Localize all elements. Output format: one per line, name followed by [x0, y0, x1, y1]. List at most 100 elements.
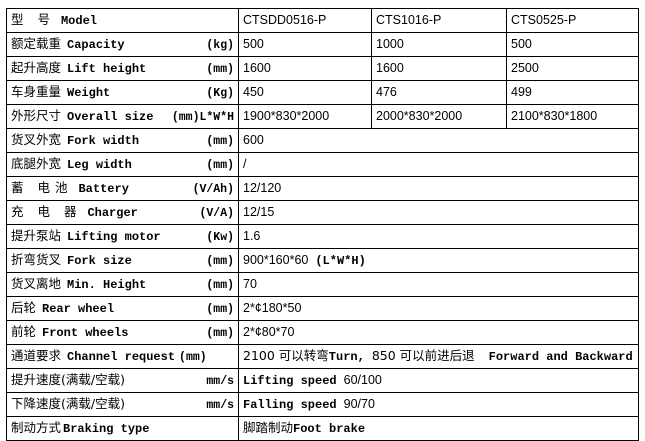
row-label-en: Leg width: [67, 158, 132, 172]
fork-width-value: 600: [238, 128, 639, 153]
row-label-en: Front wheels: [42, 326, 129, 340]
row-label-unit: (mm): [179, 351, 207, 364]
weight-value-col3: 499: [506, 80, 639, 105]
leg-width-value: /: [238, 152, 639, 177]
overall-size-value-col2: 2000*830*2000: [371, 104, 507, 129]
channel-turn-cn: 2100 可以转弯: [243, 348, 329, 363]
row-label-cn: 充 电 器: [11, 204, 82, 219]
row-label-model: 型 号 Model: [6, 8, 239, 33]
row-label-weight: 车身重量 Weight (Kg): [6, 80, 239, 105]
falling-speed-value: Falling speed 90/70: [238, 392, 639, 417]
model-value-col3: CTS0525-P: [506, 8, 639, 33]
row-label-battery: 蓄 电池 Battery (V/Ah): [6, 176, 239, 201]
row-label-en: Capacity: [67, 38, 125, 52]
row-label-en: Battery: [78, 182, 129, 196]
channel-request-value: 2100 可以转弯Turn, 850 可以前进后退 Forward and Back…: [238, 344, 639, 369]
row-label-leg-width: 底腿外宽 Leg width (mm): [6, 152, 239, 177]
row-label-unit: mm/s: [206, 399, 234, 412]
table-row-leg-width: 底腿外宽 Leg width (mm) /: [6, 152, 639, 177]
row-label-en: Rear wheel: [42, 302, 115, 316]
row-label-cn: 通道要求: [11, 348, 62, 363]
lifting-motor-value: 1.6: [238, 224, 639, 249]
row-label-unit: mm/s: [206, 375, 234, 388]
min-height-value: 70: [238, 272, 639, 297]
row-label-rear-wheel: 后轮 Rear wheel (mm): [6, 296, 239, 321]
row-label-capacity: 额定载重 Capacity (kg): [6, 32, 239, 57]
table-row-braking-type: 制动方式 Braking type 脚踏制动Foot brake: [6, 416, 639, 441]
table-row-fork-size: 折弯货叉 Fork size (mm) 900*160*60 (L*W*H): [6, 248, 639, 273]
table-row-capacity: 额定载重 Capacity (kg) 500 1000 500: [6, 32, 639, 57]
lift-height-value-col3: 2500: [506, 56, 639, 81]
row-label-cn: 车身重量: [11, 84, 62, 99]
row-label-unit: (kg): [206, 39, 234, 52]
row-label-unit: (V/Ah): [192, 183, 234, 196]
row-label-unit: (Kw): [206, 231, 234, 244]
fork-size-dimensions: 900*160*60: [243, 252, 309, 267]
table-row-channel-request: 通道要求 Channel request (mm) 2100 可以转弯Turn,…: [6, 344, 639, 369]
row-label-en: Charger: [87, 206, 138, 220]
row-label-lifting-speed: 提升速度(满载/空载) mm/s: [6, 368, 239, 393]
row-label-cn: 外形尺寸: [11, 108, 62, 123]
lifting-speed-value: Lifting speed 60/100: [238, 368, 639, 393]
row-label-cn: 蓄 电池: [11, 180, 73, 195]
row-label-en: Lift height: [67, 62, 147, 76]
table-row-fork-width: 货叉外宽 Fork width (mm) 600: [6, 128, 639, 153]
fork-size-value: 900*160*60 (L*W*H): [238, 248, 639, 273]
row-label-en: Lifting motor: [67, 230, 161, 244]
row-label-unit: (V/A): [199, 207, 234, 220]
table-row-weight: 车身重量 Weight (Kg) 450 476 499: [6, 80, 639, 105]
falling-speed-label: Falling speed: [243, 397, 337, 412]
row-label-cn: 提升速度(满载/空载): [11, 372, 125, 387]
row-label-min-height: 货叉离地 Min. Height (mm): [6, 272, 239, 297]
braking-type-value: 脚踏制动Foot brake: [238, 416, 639, 441]
table-row-front-wheels: 前轮 Front wheels (mm) 2*¢80*70: [6, 320, 639, 345]
lift-height-value-col2: 1600: [371, 56, 507, 81]
charger-value: 12/15: [238, 200, 639, 225]
row-label-cn: 制动方式: [11, 420, 62, 435]
braking-type-cn: 脚踏制动: [243, 420, 294, 435]
table-row-model: 型 号 Model CTSDD0516-P CTS1016-P CTS0525-…: [6, 8, 639, 33]
row-label-unit: (mm): [206, 159, 234, 172]
row-label-en: Braking type: [63, 422, 150, 436]
row-label-lifting-motor: 提升泵站 Lifting motor (Kw): [6, 224, 239, 249]
row-label-unit: (mm)L*W*H: [171, 111, 234, 124]
overall-size-value-col3: 2100*830*1800: [506, 104, 639, 129]
capacity-value-col3: 500: [506, 32, 639, 57]
table-row-min-height: 货叉离地 Min. Height (mm) 70: [6, 272, 639, 297]
row-label-charger: 充 电 器 Charger (V/A): [6, 200, 239, 225]
row-label-fork-size: 折弯货叉 Fork size (mm): [6, 248, 239, 273]
table-row-lifting-speed: 提升速度(满载/空载) mm/s Lifting speed 60/100: [6, 368, 639, 393]
row-label-unit: (mm): [206, 327, 234, 340]
capacity-value-col2: 1000: [371, 32, 507, 57]
row-label-falling-speed: 下降速度(满载/空载) mm/s: [6, 392, 239, 417]
table-row-lifting-motor: 提升泵站 Lifting motor (Kw) 1.6: [6, 224, 639, 249]
battery-value: 12/120: [238, 176, 639, 201]
row-label-unit: (mm): [206, 303, 234, 316]
row-label-unit: (Kg): [206, 87, 234, 100]
row-label-unit: (mm): [206, 135, 234, 148]
table-row-battery: 蓄 电池 Battery (V/Ah) 12/120: [6, 176, 639, 201]
table-row-charger: 充 电 器 Charger (V/A) 12/15: [6, 200, 639, 225]
model-value-col2: CTS1016-P: [371, 8, 507, 33]
lift-height-value-col1: 1600: [238, 56, 372, 81]
row-label-overall-size: 外形尺寸 Overall size (mm)L*W*H: [6, 104, 239, 129]
weight-value-col1: 450: [238, 80, 372, 105]
rear-wheel-value: 2*¢180*50: [238, 296, 639, 321]
front-wheels-value: 2*¢80*70: [238, 320, 639, 345]
capacity-value-col1: 500: [238, 32, 372, 57]
row-label-unit: (mm): [206, 255, 234, 268]
model-value-col1: CTSDD0516-P: [238, 8, 372, 33]
falling-speed-number: 90/70: [343, 396, 375, 411]
row-label-cn: 货叉外宽: [11, 132, 62, 147]
row-label-cn: 下降速度(满载/空载): [11, 396, 125, 411]
row-label-en: Weight: [67, 86, 111, 100]
table-row-falling-speed: 下降速度(满载/空载) mm/s Falling speed 90/70: [6, 392, 639, 417]
row-label-cn: 提升泵站: [11, 228, 62, 243]
row-label-en: Fork size: [67, 254, 132, 268]
row-label-cn: 型 号: [11, 12, 55, 27]
row-label-channel-request: 通道要求 Channel request (mm): [6, 344, 239, 369]
row-label-cn: 前轮: [11, 324, 37, 339]
row-label-cn: 货叉离地: [11, 276, 62, 291]
row-label-cn: 后轮: [11, 300, 37, 315]
row-label-lift-height: 起升高度 Lift height (mm): [6, 56, 239, 81]
